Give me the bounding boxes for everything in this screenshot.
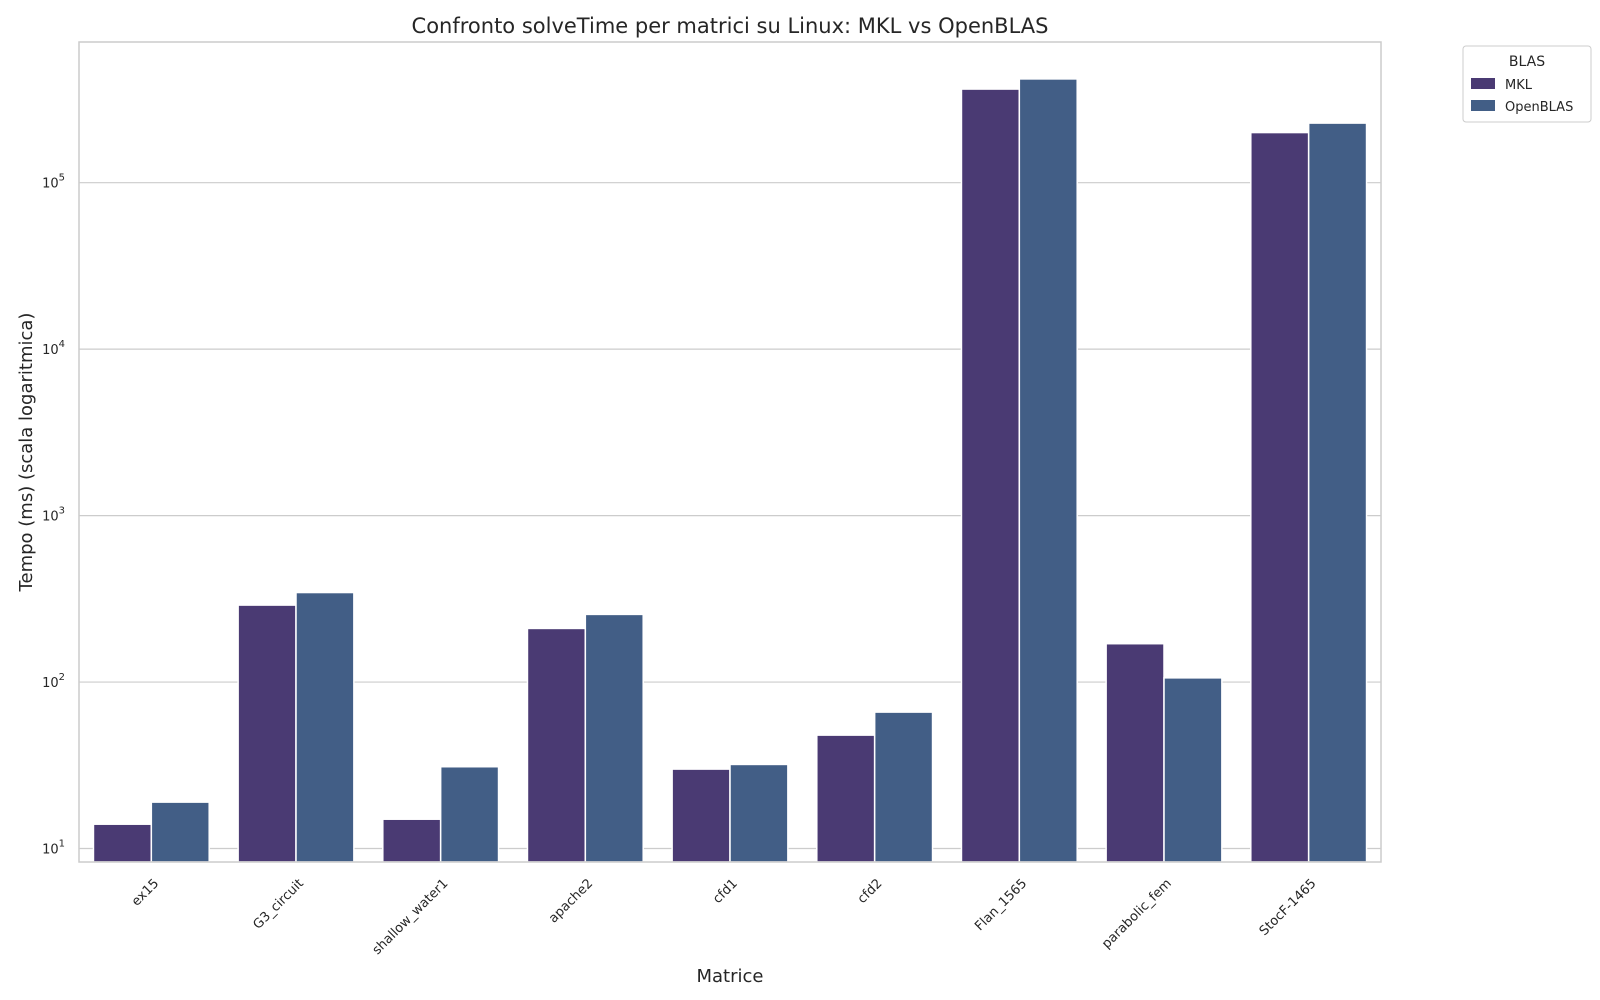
- legend-label: MKL: [1505, 78, 1533, 93]
- y-tick-label: 105: [42, 173, 65, 192]
- bar-mkl-flan_1565: [960, 88, 1021, 863]
- bar-mkl-stocf-1465: [1250, 131, 1310, 863]
- y-tick-label: 102: [42, 672, 65, 691]
- bar-mkl-shallow_water1: [382, 818, 442, 863]
- x-tick-label: cfd2: [855, 876, 886, 907]
- chart-title: Confronto solveTime per matrici su Linux…: [412, 14, 1049, 38]
- x-tick-label: ex15: [129, 876, 162, 909]
- bar-openblas-flan_1565: [1018, 78, 1078, 863]
- y-tick-exponent: 5: [59, 173, 65, 184]
- x-tick-label: cfd1: [710, 876, 741, 907]
- y-tick-label: 103: [42, 506, 65, 525]
- y-tick-base: 10: [42, 343, 59, 358]
- y-tick-base: 10: [42, 177, 59, 192]
- legend-swatch: [1471, 100, 1495, 111]
- bar-openblas-cfd1: [729, 763, 789, 863]
- x-tick-label: shallow_water1: [370, 876, 452, 958]
- bar-mkl-apache2: [526, 627, 587, 863]
- y-tick-exponent: 3: [59, 506, 65, 517]
- legend-label: OpenBLAS: [1505, 100, 1573, 115]
- x-tick-label: parabolic_fem: [1099, 876, 1175, 952]
- y-tick-label: 104: [42, 339, 65, 358]
- y-tick-base: 10: [42, 676, 59, 691]
- x-axis-label: Matrice: [697, 966, 764, 987]
- bar-mkl-cfd2: [816, 734, 876, 863]
- bar-mkl-g3_circuit: [237, 604, 297, 863]
- x-tick-label: StocF-1465: [1257, 876, 1320, 939]
- legend-items: MKL OpenBLAS: [1471, 78, 1573, 115]
- legend-title: BLAS: [1509, 54, 1545, 70]
- y-axis-label: Tempo (ms) (scala logaritmica): [16, 313, 37, 593]
- plot-frame: [78, 41, 1382, 863]
- y-tick-exponent: 1: [59, 839, 65, 850]
- legend: BLAS MKL OpenBLAS: [1462, 45, 1592, 123]
- bar-openblas-stocf-1465: [1307, 122, 1368, 863]
- x-tick-label: apache2: [546, 876, 596, 926]
- legend-swatch: [1471, 78, 1495, 89]
- x-axis-ticks: ex15 G3_circuit shallow_water1 apache2 cfd1 c…: [129, 876, 1320, 958]
- bar-openblas-shallow_water1: [439, 765, 500, 863]
- x-tick-label: G3_circuit: [250, 876, 306, 932]
- y-tick-base: 10: [42, 843, 59, 858]
- bar-mkl-ex15: [92, 823, 153, 863]
- bar-mkl-parabolic_fem: [1105, 642, 1165, 863]
- bar-openblas-cfd2: [873, 711, 934, 863]
- bar-openblas-apache2: [584, 613, 644, 863]
- bars: [92, 78, 1368, 863]
- bar-openblas-parabolic_fem: [1163, 677, 1223, 863]
- x-tick-label: Flan_1565: [972, 876, 1030, 934]
- bar-openblas-ex15: [150, 801, 210, 863]
- bar-openblas-g3_circuit: [295, 591, 355, 863]
- y-tick-exponent: 4: [59, 339, 65, 350]
- bar-mkl-cfd1: [671, 768, 731, 863]
- y-tick-base: 10: [42, 510, 59, 525]
- y-tick-label: 101: [42, 839, 65, 858]
- y-tick-exponent: 2: [59, 672, 65, 683]
